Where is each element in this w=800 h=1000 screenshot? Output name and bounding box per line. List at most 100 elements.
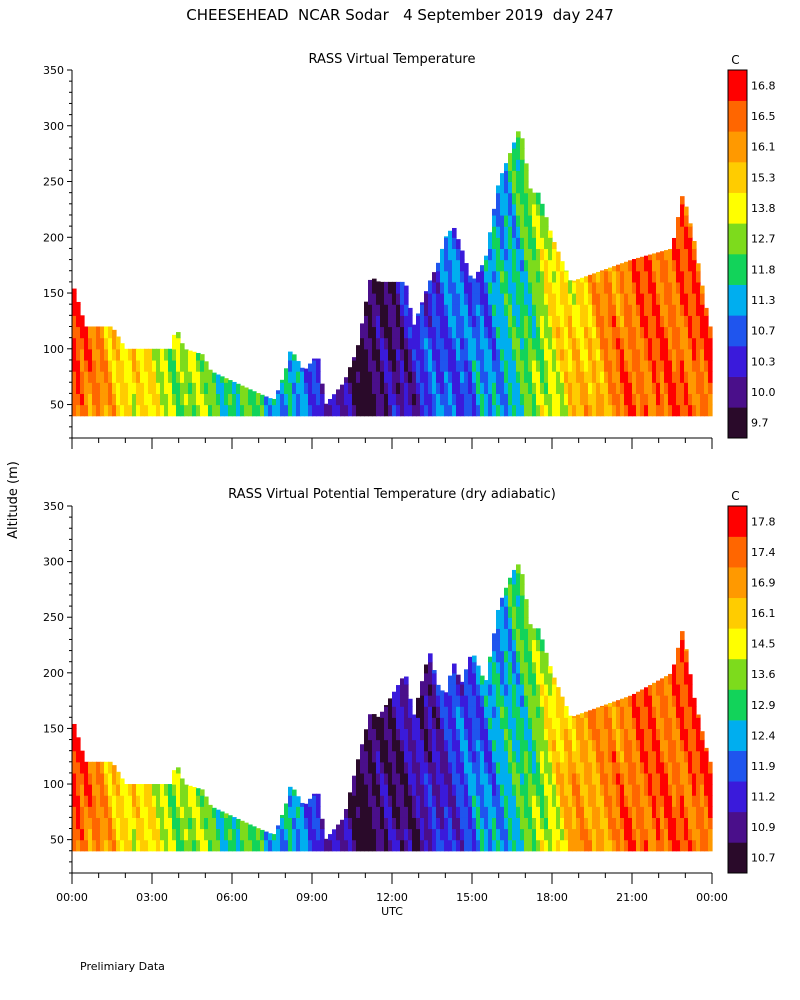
- heatmap-cell: [476, 371, 481, 383]
- heatmap-cell: [552, 739, 557, 752]
- heatmap-cell: [532, 639, 537, 652]
- colorbar-tick-label: 12.4: [751, 729, 776, 742]
- heatmap-cell: [560, 404, 565, 417]
- heatmap-cell: [76, 737, 81, 741]
- heatmap-cell: [116, 817, 121, 830]
- heatmap-cell: [116, 772, 121, 785]
- heatmap-cell: [212, 828, 217, 841]
- heatmap-cell: [540, 839, 545, 852]
- heatmap-cell: [400, 315, 405, 328]
- heatmap-cell: [448, 230, 453, 238]
- heatmap-cell: [544, 839, 549, 852]
- heatmap-cell: [520, 371, 525, 383]
- heatmap-cell: [540, 226, 545, 238]
- heatmap-cell: [432, 315, 437, 328]
- heatmap-cell: [364, 393, 369, 406]
- heatmap-cell: [472, 281, 477, 294]
- heatmap-cell: [524, 304, 529, 316]
- heatmap-cell: [688, 315, 693, 328]
- heatmap-cell: [400, 772, 405, 785]
- heatmap-cell: [544, 217, 549, 227]
- heatmap-cell: [316, 806, 321, 818]
- heatmap-cell: [588, 293, 593, 305]
- heatmap-cell: [644, 795, 649, 807]
- heatmap-cell: [188, 839, 193, 852]
- heatmap-cell: [560, 795, 565, 807]
- heatmap-cell: [532, 237, 537, 250]
- heatmap-cell: [552, 326, 557, 339]
- heatmap-cell: [400, 404, 405, 417]
- heatmap-cell: [232, 839, 237, 852]
- heatmap-cell: [356, 795, 361, 807]
- heatmap-cell: [512, 148, 517, 160]
- heatmap-cell: [116, 382, 121, 394]
- heatmap-cell: [400, 717, 405, 730]
- heatmap-cell: [708, 806, 713, 818]
- heatmap-cell: [508, 706, 513, 718]
- heatmap-cell: [616, 784, 621, 796]
- heatmap-cell: [620, 348, 625, 361]
- heatmap-cell: [544, 348, 549, 361]
- heatmap-cell: [476, 817, 481, 830]
- heatmap-cell: [528, 639, 533, 652]
- heatmap-cell: [680, 806, 685, 818]
- heatmap-cell: [620, 326, 625, 339]
- heatmap-cell: [648, 717, 653, 730]
- heatmap-cell: [576, 728, 581, 741]
- heatmap-cell: [96, 393, 101, 406]
- heatmap-cell: [648, 761, 653, 774]
- heatmap-cell: [420, 817, 425, 830]
- heatmap-cell: [80, 404, 85, 417]
- heatmap-cell: [544, 661, 549, 674]
- heatmap-cell: [364, 371, 369, 383]
- heatmap-cell: [508, 583, 513, 596]
- heatmap-cell: [392, 371, 397, 383]
- heatmap-cell: [692, 795, 697, 807]
- heatmap-cell: [144, 348, 149, 361]
- heatmap-cell: [292, 806, 297, 818]
- heatmap-cell: [388, 772, 393, 785]
- heatmap-cell: [392, 839, 397, 852]
- heatmap-cell: [416, 772, 421, 785]
- heatmap-cell: [380, 806, 385, 818]
- heatmap-cell: [296, 817, 301, 830]
- y-tick-label: 150: [43, 287, 64, 300]
- heatmap-cell: [652, 348, 657, 361]
- heatmap-cell: [672, 304, 677, 316]
- colorbar-swatch: [728, 407, 747, 439]
- heatmap-cell: [512, 672, 517, 685]
- heatmap-cell: [488, 806, 493, 818]
- heatmap-cell: [600, 393, 605, 406]
- heatmap-cell: [600, 359, 605, 372]
- heatmap-cell: [508, 237, 513, 250]
- heatmap-cell: [624, 806, 629, 818]
- heatmap-cell: [512, 817, 517, 830]
- heatmap-cell: [436, 262, 441, 272]
- heatmap-cell: [516, 371, 521, 383]
- heatmap-cell: [128, 371, 133, 383]
- heatmap-cell: [392, 750, 397, 763]
- heatmap-cell: [536, 293, 541, 305]
- heatmap-cell: [548, 304, 553, 316]
- heatmap-cell: [388, 784, 393, 796]
- heatmap-cell: [640, 828, 645, 841]
- heatmap-cell: [384, 337, 389, 350]
- heatmap-cell: [92, 326, 97, 339]
- heatmap-cell: [632, 717, 637, 730]
- heatmap-cell: [152, 371, 157, 383]
- heatmap-cell: [416, 717, 421, 730]
- heatmap-cell: [280, 404, 285, 417]
- heatmap-cell: [80, 828, 85, 841]
- heatmap-cell: [676, 226, 681, 238]
- heatmap-cell: [364, 729, 369, 741]
- heatmap-cell: [364, 315, 369, 328]
- heatmap-cell: [592, 739, 597, 752]
- heatmap-cell: [548, 348, 553, 361]
- heatmap-cell: [452, 293, 457, 305]
- heatmap-cell: [448, 337, 453, 350]
- heatmap-cell: [520, 214, 525, 227]
- heatmap-cell: [580, 839, 585, 852]
- heatmap-cell: [116, 828, 121, 841]
- heatmap-cell: [376, 750, 381, 763]
- heatmap-cell: [116, 806, 121, 818]
